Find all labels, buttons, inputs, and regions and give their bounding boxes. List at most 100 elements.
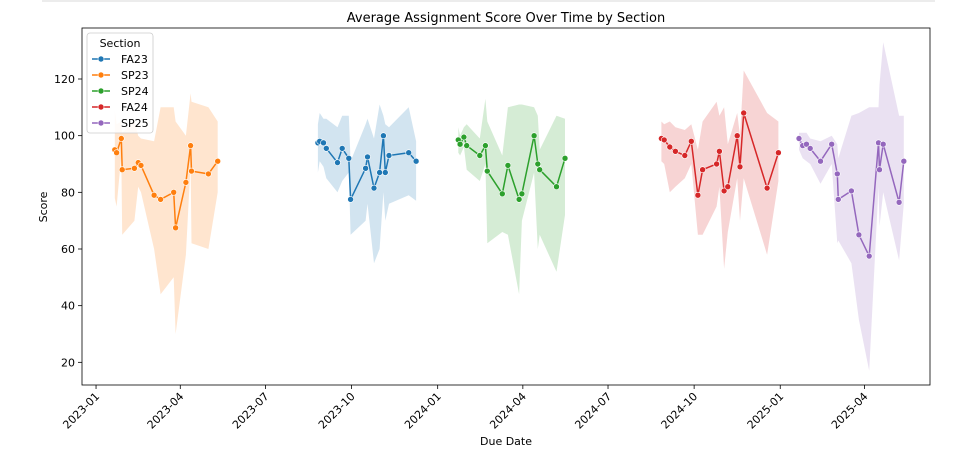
legend-marker-sp25 xyxy=(97,119,105,127)
ci-band-sp24 xyxy=(458,98,565,295)
data-point-sp24 xyxy=(482,142,489,149)
data-point-fa24 xyxy=(681,152,689,159)
data-point-fa24 xyxy=(763,184,771,192)
data-point-sp25 xyxy=(828,140,836,148)
data-point-sp23 xyxy=(214,157,221,165)
data-point-fa23 xyxy=(322,145,330,152)
data-point-sp23 xyxy=(205,170,212,178)
data-point-fa24 xyxy=(740,109,748,117)
data-point-sp25 xyxy=(848,187,855,195)
ci-band-sp25 xyxy=(799,42,904,371)
x-tick-label: 2025-01 xyxy=(745,390,787,432)
x-tick-label: 2024-07 xyxy=(572,390,614,432)
data-point-fa23 xyxy=(380,132,387,139)
data-point-fa23 xyxy=(376,169,383,176)
data-point-sp24 xyxy=(460,133,468,141)
ci-band-sp23 xyxy=(114,93,218,334)
data-point-sp23 xyxy=(182,179,190,186)
data-point-sp23 xyxy=(118,135,125,142)
data-point-fa23 xyxy=(347,196,354,203)
data-point-fa24 xyxy=(733,132,741,139)
y-tick-label: 100 xyxy=(54,130,75,143)
data-point-sp25 xyxy=(876,166,883,173)
data-point-fa24 xyxy=(716,148,723,155)
y-tick-label: 80 xyxy=(61,186,75,199)
legend: Section FA23 SP23 SP24 FA24 SP25 xyxy=(86,32,154,134)
ci-band-fa24 xyxy=(661,70,779,269)
data-point-sp24 xyxy=(530,132,538,139)
data-point-sp24 xyxy=(518,190,526,198)
data-point-sp25 xyxy=(833,170,841,178)
y-tick-label: 60 xyxy=(61,243,75,256)
legend-marker-fa24 xyxy=(97,103,105,111)
data-point-fa24 xyxy=(687,138,695,145)
legend-label-sp23: SP23 xyxy=(121,69,149,82)
data-point-sp24 xyxy=(561,155,569,162)
x-tick-label: 2023-07 xyxy=(230,390,272,432)
data-point-sp23 xyxy=(137,162,145,169)
data-point-sp25 xyxy=(817,157,824,165)
series-markers xyxy=(111,109,908,260)
plot-frame xyxy=(81,27,931,386)
data-point-sp23 xyxy=(113,149,120,156)
ci-band-fa23 xyxy=(317,104,417,264)
series-line-sp23 xyxy=(114,138,219,228)
data-point-sp23 xyxy=(131,165,138,172)
y-axis-label: Score xyxy=(37,191,50,222)
legend-marker-fa23 xyxy=(97,55,105,63)
x-tick-label: 2024-10 xyxy=(659,390,701,432)
data-point-sp23 xyxy=(172,224,179,232)
data-point-fa24 xyxy=(660,136,668,144)
data-point-sp24 xyxy=(536,166,544,173)
data-point-sp23 xyxy=(187,142,194,149)
data-point-sp25 xyxy=(795,135,803,142)
y-tick-label: 120 xyxy=(54,73,75,86)
x-tick-label: 2023-01 xyxy=(60,390,102,432)
legend-marker-sp24 xyxy=(97,87,105,95)
data-point-fa23 xyxy=(412,157,420,165)
y-tick-label: 40 xyxy=(61,300,75,313)
data-point-sp23 xyxy=(118,166,126,173)
legend-marker-sp23 xyxy=(97,71,105,79)
data-point-fa24 xyxy=(666,143,674,151)
data-point-fa24 xyxy=(736,163,744,171)
data-point-sp25 xyxy=(806,145,814,152)
data-point-fa23 xyxy=(334,159,341,166)
data-point-sp25 xyxy=(803,140,810,148)
legend-label-sp25: SP25 xyxy=(121,117,149,130)
data-point-sp23 xyxy=(188,167,195,175)
legend-label-fa23: FA23 xyxy=(121,53,148,66)
data-point-sp25 xyxy=(900,157,908,165)
data-point-fa23 xyxy=(338,145,346,152)
data-point-fa24 xyxy=(713,160,720,168)
x-tick-label: 2023-04 xyxy=(145,390,187,432)
data-point-fa23 xyxy=(345,155,353,162)
data-point-sp23 xyxy=(170,189,177,196)
data-point-fa23 xyxy=(364,153,371,161)
data-point-sp25 xyxy=(895,199,903,206)
data-point-fa23 xyxy=(385,152,393,159)
x-tick-label: 2023-10 xyxy=(316,390,358,432)
data-point-sp24 xyxy=(476,152,484,159)
x-tick-label: 2024-01 xyxy=(402,390,444,432)
data-point-fa23 xyxy=(381,169,389,176)
data-point-sp24 xyxy=(483,167,491,175)
data-point-sp25 xyxy=(879,140,887,148)
data-point-fa23 xyxy=(320,139,327,147)
data-point-sp25 xyxy=(855,231,863,239)
data-point-sp24 xyxy=(504,162,512,169)
data-point-fa23 xyxy=(405,149,413,156)
x-tick-label: 2024-04 xyxy=(487,390,529,432)
data-point-sp24 xyxy=(498,190,506,198)
data-point-fa24 xyxy=(672,148,679,155)
data-point-sp23 xyxy=(157,196,164,203)
data-point-sp25 xyxy=(834,196,842,203)
confidence-bands xyxy=(114,42,904,371)
data-point-fa24 xyxy=(694,191,702,199)
x-tick-label: 2025-04 xyxy=(829,390,871,432)
data-point-sp24 xyxy=(456,140,464,148)
data-point-sp24 xyxy=(515,196,523,203)
data-point-fa24 xyxy=(724,183,732,190)
x-axis-label: Due Date xyxy=(480,435,532,448)
